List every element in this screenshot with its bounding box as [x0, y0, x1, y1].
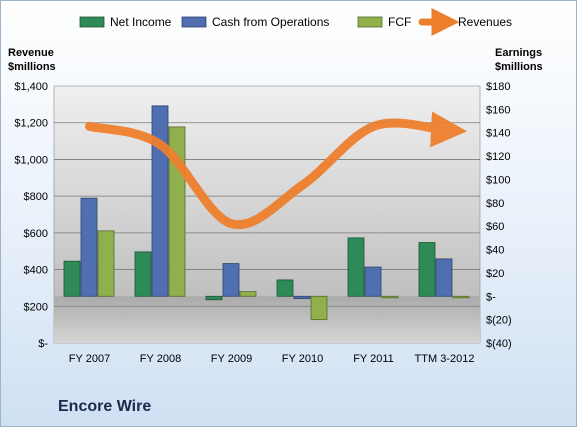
bar-net-income — [276, 279, 294, 297]
bar-fcf — [452, 295, 470, 299]
right-tick-label: $100 — [486, 174, 510, 186]
revenues-line — [85, 111, 467, 230]
right-tick-label: $180 — [486, 81, 510, 93]
category-label: FY 2008 — [140, 353, 181, 365]
legend-label: Net Income — [110, 15, 172, 29]
left-tick-label: $600 — [24, 228, 48, 240]
legend-swatch-cash-from-operations — [181, 16, 207, 28]
bar-cash-from-operations — [364, 266, 382, 297]
category-label: FY 2007 — [69, 353, 110, 365]
legend-swatch-net-income — [79, 16, 105, 28]
bar-fcf — [381, 295, 399, 299]
left-tick-label: $1,000 — [14, 154, 48, 166]
right-tick-label: $(40) — [486, 338, 512, 350]
right-tick-label: $- — [486, 291, 496, 303]
bar-cash-from-operations — [293, 295, 311, 300]
right-tick-label: $40 — [486, 245, 504, 257]
legend-label: Revenues — [458, 15, 512, 29]
bar-fcf — [97, 230, 115, 297]
category-label: FY 2010 — [282, 353, 323, 365]
legend-label: Cash from Operations — [212, 15, 329, 29]
right-tick-label: $140 — [486, 128, 510, 140]
right-tick-label: $160 — [486, 104, 510, 116]
bar-cash-from-operations — [151, 105, 169, 297]
right-tick-label: $20 — [486, 268, 504, 280]
bar-fcf — [239, 291, 257, 297]
left-tick-label: $1,400 — [14, 81, 48, 93]
category-label: FY 2009 — [211, 353, 252, 365]
left-tick-label: $1,200 — [14, 118, 48, 130]
left-tick-label: $- — [38, 338, 48, 350]
left-tick-label: $400 — [24, 265, 48, 277]
chart-title: Encore Wire — [58, 398, 152, 415]
right-tick-label: $(20) — [486, 315, 512, 327]
right-axis-title: Earnings $millions — [495, 46, 543, 74]
bar-net-income — [418, 242, 436, 297]
bar-cash-from-operations — [80, 197, 98, 297]
category-label: TTM 3-2012 — [415, 353, 475, 365]
legend-label: FCF — [388, 15, 411, 29]
left-axis-title-line-2: $millions — [8, 61, 56, 73]
bar-cash-from-operations — [222, 263, 240, 297]
right-tick-label: $80 — [486, 198, 504, 210]
right-axis-title-line-2: $millions — [495, 61, 543, 73]
right-axis-title-line-1: Earnings — [495, 47, 543, 59]
right-tick-label: $60 — [486, 221, 504, 233]
category-label: FY 2011 — [353, 353, 394, 365]
bar-net-income — [347, 237, 365, 297]
left-tick-label: $800 — [24, 191, 48, 203]
bar-fcf — [310, 295, 328, 321]
left-axis-title: Revenue $millions — [8, 46, 56, 74]
bar-net-income — [63, 260, 81, 297]
left-tick-label: $200 — [24, 301, 48, 313]
legend-swatch-fcf — [357, 16, 383, 28]
left-axis-title-line-1: Revenue — [8, 47, 54, 59]
chart-floor — [54, 296, 480, 343]
bar-cash-from-operations — [435, 258, 453, 297]
right-tick-label: $120 — [486, 151, 510, 163]
bar-net-income — [134, 251, 152, 297]
bar-net-income — [205, 295, 223, 301]
